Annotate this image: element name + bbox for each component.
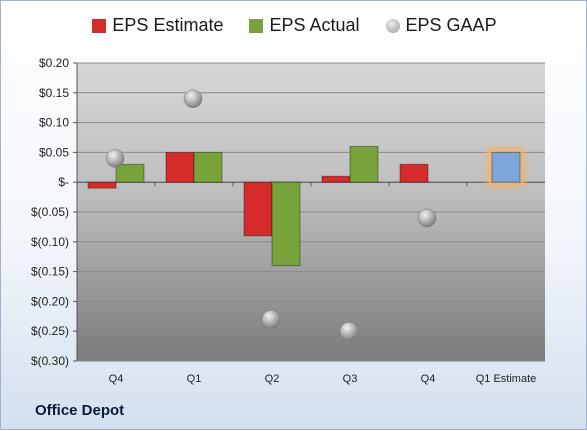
y-tick-label: $0.15	[39, 86, 69, 100]
x-axis-ticks: Q4 Q1 Q2 Q3 Q4 Q1 Estimate	[76, 181, 545, 385]
marker-eps-gaap	[261, 310, 281, 329]
x-tick-label: Q1	[187, 373, 202, 385]
marker-eps-gaap	[183, 89, 203, 109]
x-tick-label: Q4	[421, 373, 436, 385]
marker-eps-gaap	[105, 149, 125, 168]
x-tick-label: Q4	[109, 373, 124, 385]
y-axis-ticks: $0.20 $0.15 $0.10 $0.05 $- $(0.05) $(0.10) $(0.…	[31, 56, 78, 368]
y-tick-label: $-	[58, 175, 69, 189]
legend-swatch-gaap	[385, 18, 400, 33]
y-tick-label: $(0.25)	[31, 324, 69, 338]
x-tick-label: Q2	[265, 373, 280, 385]
legend-swatch-actual	[249, 18, 264, 33]
legend-item-estimate: EPS Estimate	[92, 15, 223, 36]
legend-label-actual: EPS Actual	[269, 15, 360, 35]
legend-label-estimate: EPS Estimate	[112, 15, 224, 35]
legend: EPS Estimate EPS Actual EPS GAAP	[1, 15, 587, 36]
y-tick-label: $(0.30)	[31, 354, 69, 368]
legend-item-gaap: EPS GAAP	[385, 15, 497, 36]
y-tick-label: $(0.10)	[31, 235, 69, 249]
bar-eps-actual	[349, 145, 379, 183]
bar-eps-estimate	[165, 151, 195, 183]
y-tick-label: $0.20	[39, 56, 69, 70]
y-tick-label: $(0.05)	[31, 205, 69, 219]
marker-eps-gaap	[417, 208, 437, 228]
legend-label-gaap: EPS GAAP	[405, 15, 497, 35]
bar-eps-estimate	[87, 181, 117, 189]
x-tick-label: Q1 Estimate	[476, 373, 537, 385]
bar-eps-actual	[193, 151, 223, 183]
bar-eps-actual	[271, 181, 301, 267]
x-tick-label: Q3	[343, 373, 358, 385]
gaap-markers	[105, 89, 437, 341]
bar-eps-actual	[115, 163, 145, 183]
legend-item-actual: EPS Actual	[249, 15, 360, 36]
y-tick-label: $(0.20)	[31, 294, 69, 308]
bar-next-estimate	[491, 151, 521, 183]
company-name: Office Depot	[35, 402, 125, 419]
legend-swatch-estimate	[92, 18, 107, 33]
y-tick-label: $0.05	[39, 145, 69, 159]
marker-eps-gaap	[339, 321, 359, 341]
bar-eps-estimate	[243, 181, 273, 237]
bar-eps-estimate	[399, 163, 429, 183]
y-tick-label: $(0.15)	[31, 265, 69, 279]
bar-eps-estimate	[321, 175, 351, 183]
bars	[87, 145, 525, 267]
y-tick-label: $0.10	[39, 116, 69, 130]
